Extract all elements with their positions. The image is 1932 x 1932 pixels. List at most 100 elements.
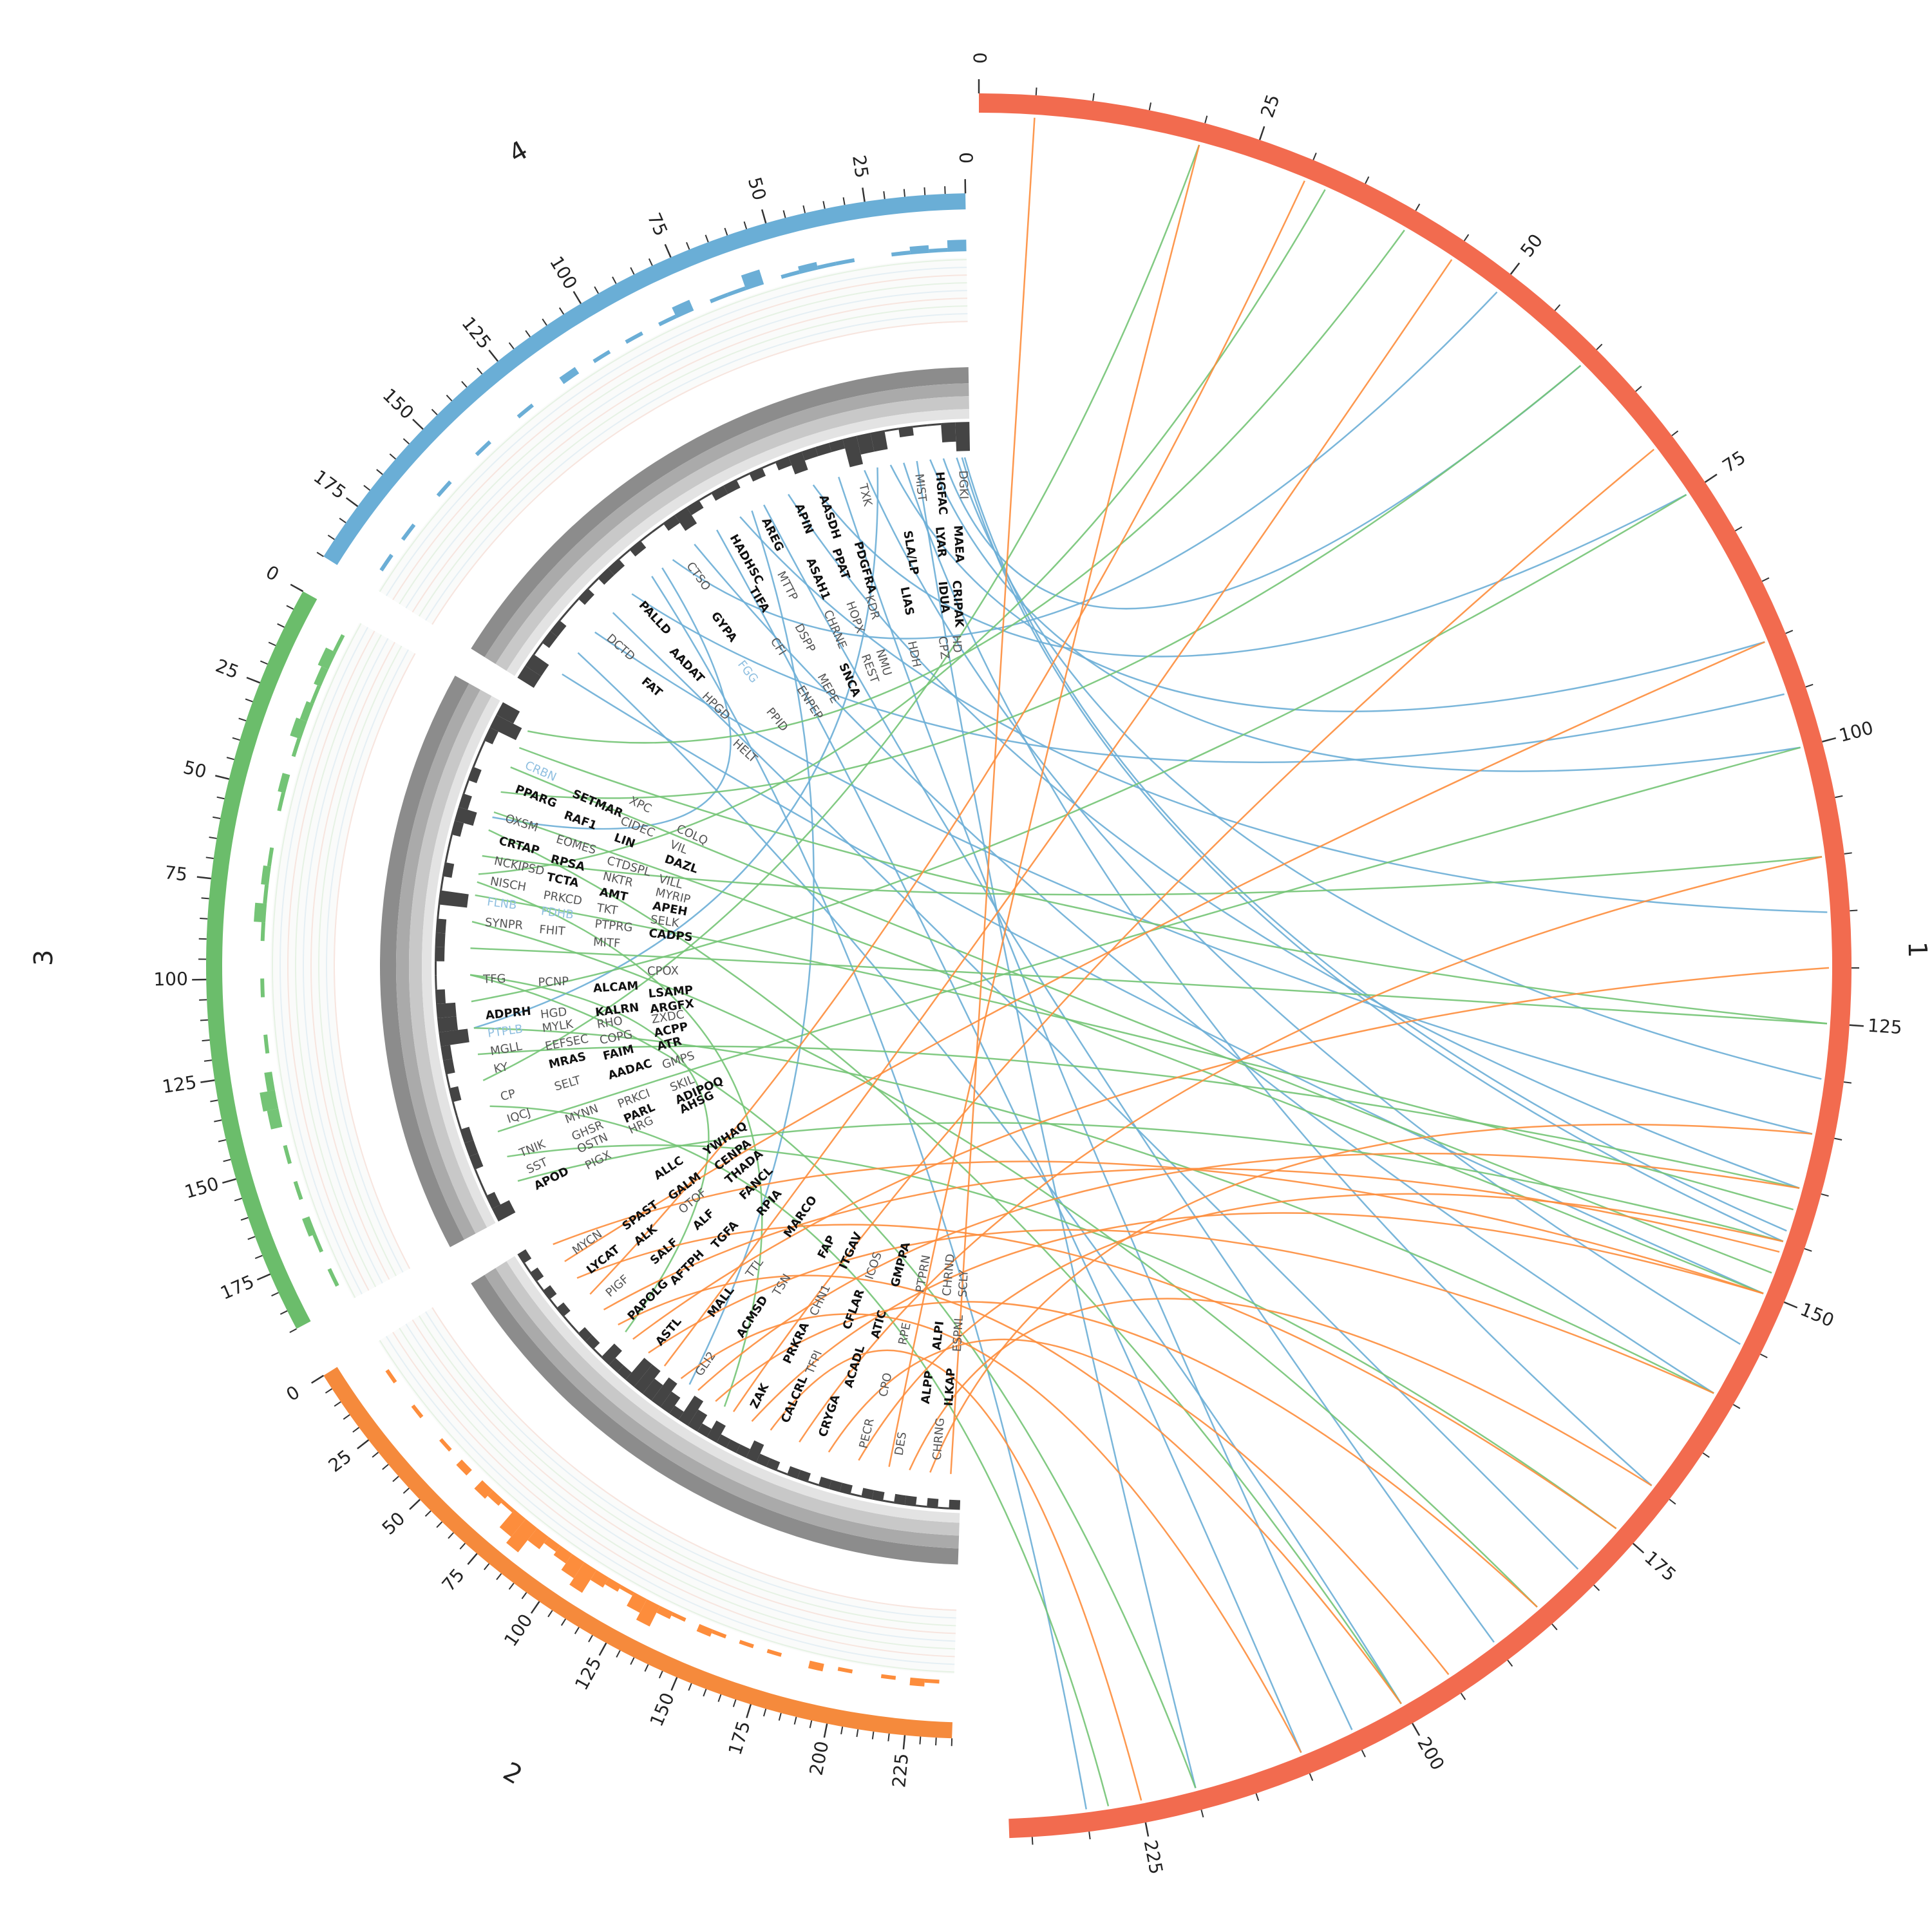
link [956,457,1822,1080]
link [648,1229,1714,1394]
minor-tick [1734,526,1743,532]
block-bar [797,1470,811,1483]
block-bar [489,714,522,741]
tick-label: 150 [182,1173,221,1202]
gene-label: DES [893,1431,910,1457]
histogram-bar [312,1233,324,1253]
minor-tick [382,1464,389,1470]
minor-tick [612,276,617,284]
tick-label: 100 [500,1610,537,1651]
minor-tick [389,453,397,460]
link [497,746,1801,1133]
block-bar [871,1490,885,1502]
block-bar [955,422,971,451]
block-bar [436,1002,457,1018]
gene-label: NCKIPSD [493,855,545,878]
major-tick [823,1723,828,1738]
block-bar [478,740,486,755]
minor-tick [271,1292,279,1297]
link [473,467,879,1029]
gene-label: PPAT [829,547,853,582]
gene-label: OXSM [504,812,540,835]
gray-ring [409,689,492,1234]
link [858,1193,1784,1461]
histogram-bar [456,1459,472,1476]
block-bar [445,1074,451,1089]
link [688,510,815,1385]
gene-label: CRYGA [816,1393,842,1439]
block-bar [454,806,477,826]
histogram-bar [559,366,580,384]
block-bar [669,1405,684,1420]
minor-tick [202,1039,210,1042]
block-bar [480,1182,488,1197]
link [517,1122,1784,1242]
gene-label: ITGAV [837,1230,865,1271]
block-bar [856,432,875,455]
gene-label: CHN1 [807,1282,833,1318]
block-bar [437,904,440,919]
histogram-bar [837,1667,853,1674]
gene-label: ESPNL [951,1314,966,1352]
tick-label: 75 [164,862,189,886]
sector-name: 2 [498,1757,527,1791]
tick-label: 50 [1516,230,1547,261]
gene-label: ASAH1 [804,556,833,601]
histogram-bar [909,245,929,255]
block-bar [448,1086,462,1103]
major-tick [214,775,229,780]
minor-tick [547,1610,553,1618]
tick-label: 200 [805,1739,833,1777]
tick-label: 175 [217,1271,257,1304]
minor-tick [1844,852,1852,855]
major-tick [412,419,424,430]
minor-tick [223,1159,231,1162]
minor-tick [446,394,453,402]
block-bar [801,447,819,461]
histogram-bar [625,331,643,344]
link [680,1313,1302,1754]
tick-label: 125 [571,1653,606,1694]
histogram-bar [516,403,535,419]
block-bar [786,1466,800,1479]
link [470,947,1828,1025]
minor-tick [1761,577,1770,582]
minor-tick [424,1510,431,1517]
histogram-bar [314,666,328,687]
block-bar [437,1016,459,1032]
block-bar [496,702,520,724]
minor-tick [1760,1353,1768,1359]
gene-label: ASTL [653,1315,685,1349]
block-bar [458,793,472,810]
gene-label: SNCA [836,661,863,699]
minor-tick [1804,1248,1812,1252]
minor-tick [856,1729,859,1738]
block-bar [448,834,453,849]
block-bar [491,1200,516,1222]
block-bar [861,1488,874,1500]
gene-label: ALLC [652,1154,686,1183]
gene-label: CFI [768,635,789,658]
minor-tick [1507,1660,1513,1667]
histogram-bar [291,737,301,757]
histogram-bar [278,773,290,793]
block-bar [578,588,594,605]
major-tick [664,243,672,258]
links [469,117,1830,1810]
minor-tick [1593,1584,1600,1591]
gene-label: PTPLB [487,1022,524,1040]
gene-label: TFPI [803,1349,825,1377]
minor-tick [216,796,225,800]
minor-tick [903,189,905,197]
gene-label: GMPS [661,1049,697,1072]
minor-tick [644,1664,649,1672]
block-bar [484,727,499,744]
gene-label: CPO [876,1372,895,1398]
block-bar [442,1059,455,1075]
gene-label: CALCRL [779,1374,810,1425]
gene-label: PECR [857,1417,876,1450]
minor-tick [459,1542,466,1550]
minor-tick [232,737,240,741]
gene-label: TFG [482,972,506,987]
link [942,365,1582,610]
